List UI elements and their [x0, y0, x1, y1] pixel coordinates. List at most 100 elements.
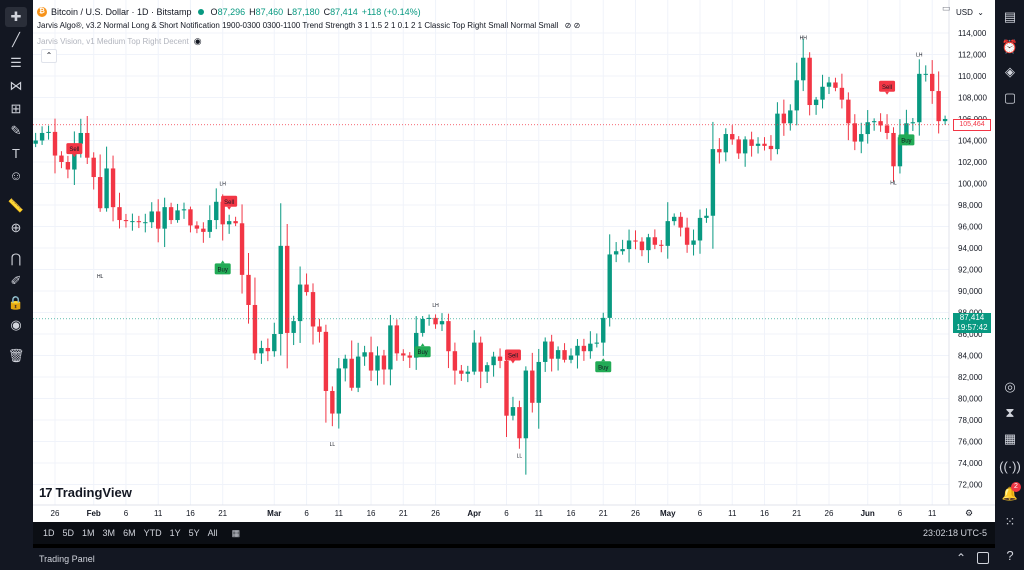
range-6m-button[interactable]: 6M — [123, 528, 136, 538]
time-axis-label: 11 — [728, 509, 737, 518]
indicator-settings-icon[interactable]: ⊘ ⊘ — [564, 21, 581, 30]
candle-body — [852, 123, 857, 142]
last-price: 87,414 — [959, 313, 985, 322]
right-widget-toolbar: ▤ ⏰ ◈ ▢ ◎ ⧗ ▦ ((·)) 🔔 ⁙ ? — [995, 0, 1024, 570]
ideas-icon[interactable]: ⧗ — [1005, 405, 1015, 420]
pattern-icon[interactable]: ⋈ — [9, 78, 23, 93]
price-axis-label: 102,000 — [958, 158, 987, 167]
indicator-vision[interactable]: Jarvis Vision, v1 Medium Top Right Decen… — [37, 35, 202, 47]
price-axis-label: 74,000 — [958, 459, 983, 468]
candle-body — [704, 215, 709, 218]
trendline-icon[interactable]: ╱ — [12, 32, 20, 47]
trash-icon[interactable]: 🗑 — [7, 348, 25, 363]
candle-body — [594, 342, 599, 344]
currency-selector[interactable]: USD ⌄ — [953, 5, 987, 19]
help-icon[interactable]: ? — [1006, 547, 1014, 563]
time-axis-label: 11 — [335, 509, 344, 518]
candle-body — [285, 245, 290, 333]
range-1y-button[interactable]: 1Y — [169, 528, 181, 538]
candle-body — [794, 80, 799, 111]
candle-body — [252, 304, 258, 354]
pivot-label: HL — [97, 274, 104, 280]
candle-body — [220, 201, 225, 225]
trading-panel-label[interactable]: Trading Panel — [39, 554, 95, 564]
buy-signal — [595, 361, 612, 373]
price-axis-label: 114,000 — [958, 29, 987, 38]
candle-body — [362, 352, 367, 357]
bitcoin-icon: ₿ — [37, 7, 47, 17]
range-all-button[interactable]: All — [207, 528, 218, 538]
pivot-label: LL — [330, 442, 336, 448]
time-axis-label: 26 — [431, 509, 440, 518]
eye-icon[interactable]: ◉ — [10, 317, 22, 332]
candles — [33, 38, 948, 475]
time-axis-label: 21 — [599, 509, 608, 518]
signal-icon[interactable]: ((·)) — [999, 458, 1021, 474]
lock-icon[interactable]: 🔒 — [7, 295, 25, 310]
range-5y-button[interactable]: 5Y — [188, 528, 200, 538]
eye-icon[interactable]: ◉ — [193, 35, 202, 46]
maximize-panel-icon[interactable] — [977, 552, 989, 564]
alerts-clock-icon[interactable]: ⏰ — [1001, 39, 1019, 54]
chevron-up-icon[interactable]: ⌃ — [956, 551, 967, 565]
tradingview-logo: 17 TradingView — [39, 485, 132, 500]
more-apps-icon[interactable]: ⁙ — [1004, 514, 1016, 529]
candle-body — [884, 125, 890, 133]
candle-body — [272, 334, 277, 352]
chat-icon[interactable]: ▢ — [1003, 90, 1017, 105]
candle-body — [59, 155, 64, 162]
sell-signal-arrow — [227, 206, 232, 210]
range-3m-button[interactable]: 3M — [102, 528, 116, 538]
collapse-indicators-button[interactable]: ⌃ — [41, 49, 57, 63]
symbol-title[interactable]: Bitcoin / U.S. Dollar · 1D · Bitstamp — [51, 7, 192, 17]
projection-icon[interactable]: ⊞ — [10, 101, 22, 116]
time-axis-label: 6 — [698, 509, 703, 518]
candle-body — [401, 353, 406, 356]
range-1d-button[interactable]: 1D — [43, 528, 55, 538]
magnet-icon[interactable]: ⋂ — [10, 251, 22, 266]
candle-body — [188, 209, 193, 226]
range-ytd-button[interactable]: YTD — [143, 528, 162, 538]
candle-body — [665, 221, 670, 246]
price-axis-label: 82,000 — [958, 373, 983, 382]
goto-date-icon[interactable]: ▦ — [231, 527, 241, 538]
candle-body — [549, 341, 554, 359]
candle-body — [833, 82, 838, 88]
range-5d-button[interactable]: 5D — [62, 528, 75, 538]
candle-body — [259, 347, 264, 354]
layers-icon[interactable]: ◈ — [1005, 64, 1015, 79]
watchlist-icon[interactable]: ▤ — [1003, 9, 1017, 24]
candle-body — [923, 73, 928, 75]
candle-body — [543, 341, 548, 362]
buy-signal-label: Buy — [417, 350, 427, 356]
emoji-icon[interactable]: ☺ — [9, 167, 23, 183]
grid — [33, 0, 949, 505]
candle-body — [246, 274, 251, 305]
brush-icon[interactable]: ✎ — [10, 123, 22, 138]
horizontal-lines-icon[interactable]: ☰ — [10, 55, 22, 70]
text-icon[interactable]: T — [12, 145, 20, 161]
crosshair-icon[interactable]: ✚ — [5, 7, 27, 27]
chart-area[interactable]: 114,000112,000110,000108,000106,000104,0… — [33, 0, 995, 522]
candle-body — [620, 249, 625, 252]
tradingview-logo-text: TradingView — [55, 485, 132, 500]
chevron-down-icon: ⌄ — [977, 7, 984, 17]
candle-body — [813, 99, 819, 106]
target-icon[interactable]: ◎ — [1004, 379, 1016, 394]
price-axis-label: 84,000 — [958, 352, 983, 361]
candle-body — [465, 371, 470, 374]
candle-body — [265, 347, 271, 352]
buy-signal-arrow — [420, 343, 425, 347]
candle-body — [33, 140, 38, 144]
indicator-algo[interactable]: Jarvis Algo®, v3.2 Normal Long & Short N… — [37, 21, 580, 33]
price-chart[interactable]: 114,000112,000110,000108,000106,000104,0… — [33, 0, 995, 522]
price-axis-label: 108,000 — [958, 94, 987, 103]
zoom-in-icon[interactable]: ⊕ — [10, 220, 22, 235]
ruler-icon[interactable]: 📏 — [7, 198, 25, 213]
axis-settings-gear-icon[interactable]: ⚙ — [965, 509, 973, 519]
lock-drawing-icon[interactable]: ✐ — [10, 273, 22, 288]
timezone-clock[interactable]: 23:02:18 UTC-5 — [922, 528, 987, 538]
maximize-icon[interactable]: ▭ — [942, 3, 951, 13]
range-1m-button[interactable]: 1M — [82, 528, 95, 538]
calendar-icon[interactable]: ▦ — [1003, 431, 1017, 446]
